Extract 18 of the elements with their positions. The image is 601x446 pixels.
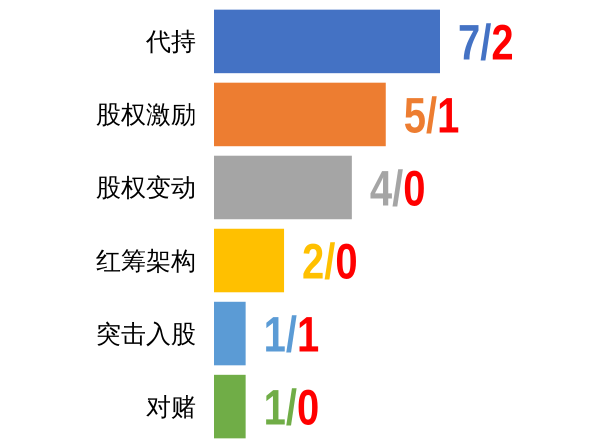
- bar: [214, 228, 284, 292]
- annotation: 4/0: [370, 160, 426, 217]
- bar: [214, 302, 246, 366]
- y-tick-label: 突击入股: [96, 319, 196, 348]
- y-tick-label: 代持: [145, 27, 196, 56]
- y-tick-label: 股权变动: [96, 173, 196, 202]
- annotation: 2/0: [302, 233, 358, 290]
- y-tick-label: 股权激励: [96, 100, 196, 130]
- y-tick-label: 红筹架构: [96, 246, 196, 276]
- bar: [214, 374, 246, 438]
- text: 7/2: [458, 14, 514, 70]
- annotation: 5/1: [404, 87, 460, 144]
- y-tick-label: 对赌: [146, 392, 196, 422]
- bar: [214, 82, 386, 146]
- bar: [214, 156, 352, 220]
- bar: [214, 10, 440, 74]
- annotation: 1/1: [264, 306, 320, 363]
- annotation: 1/0: [264, 379, 320, 436]
